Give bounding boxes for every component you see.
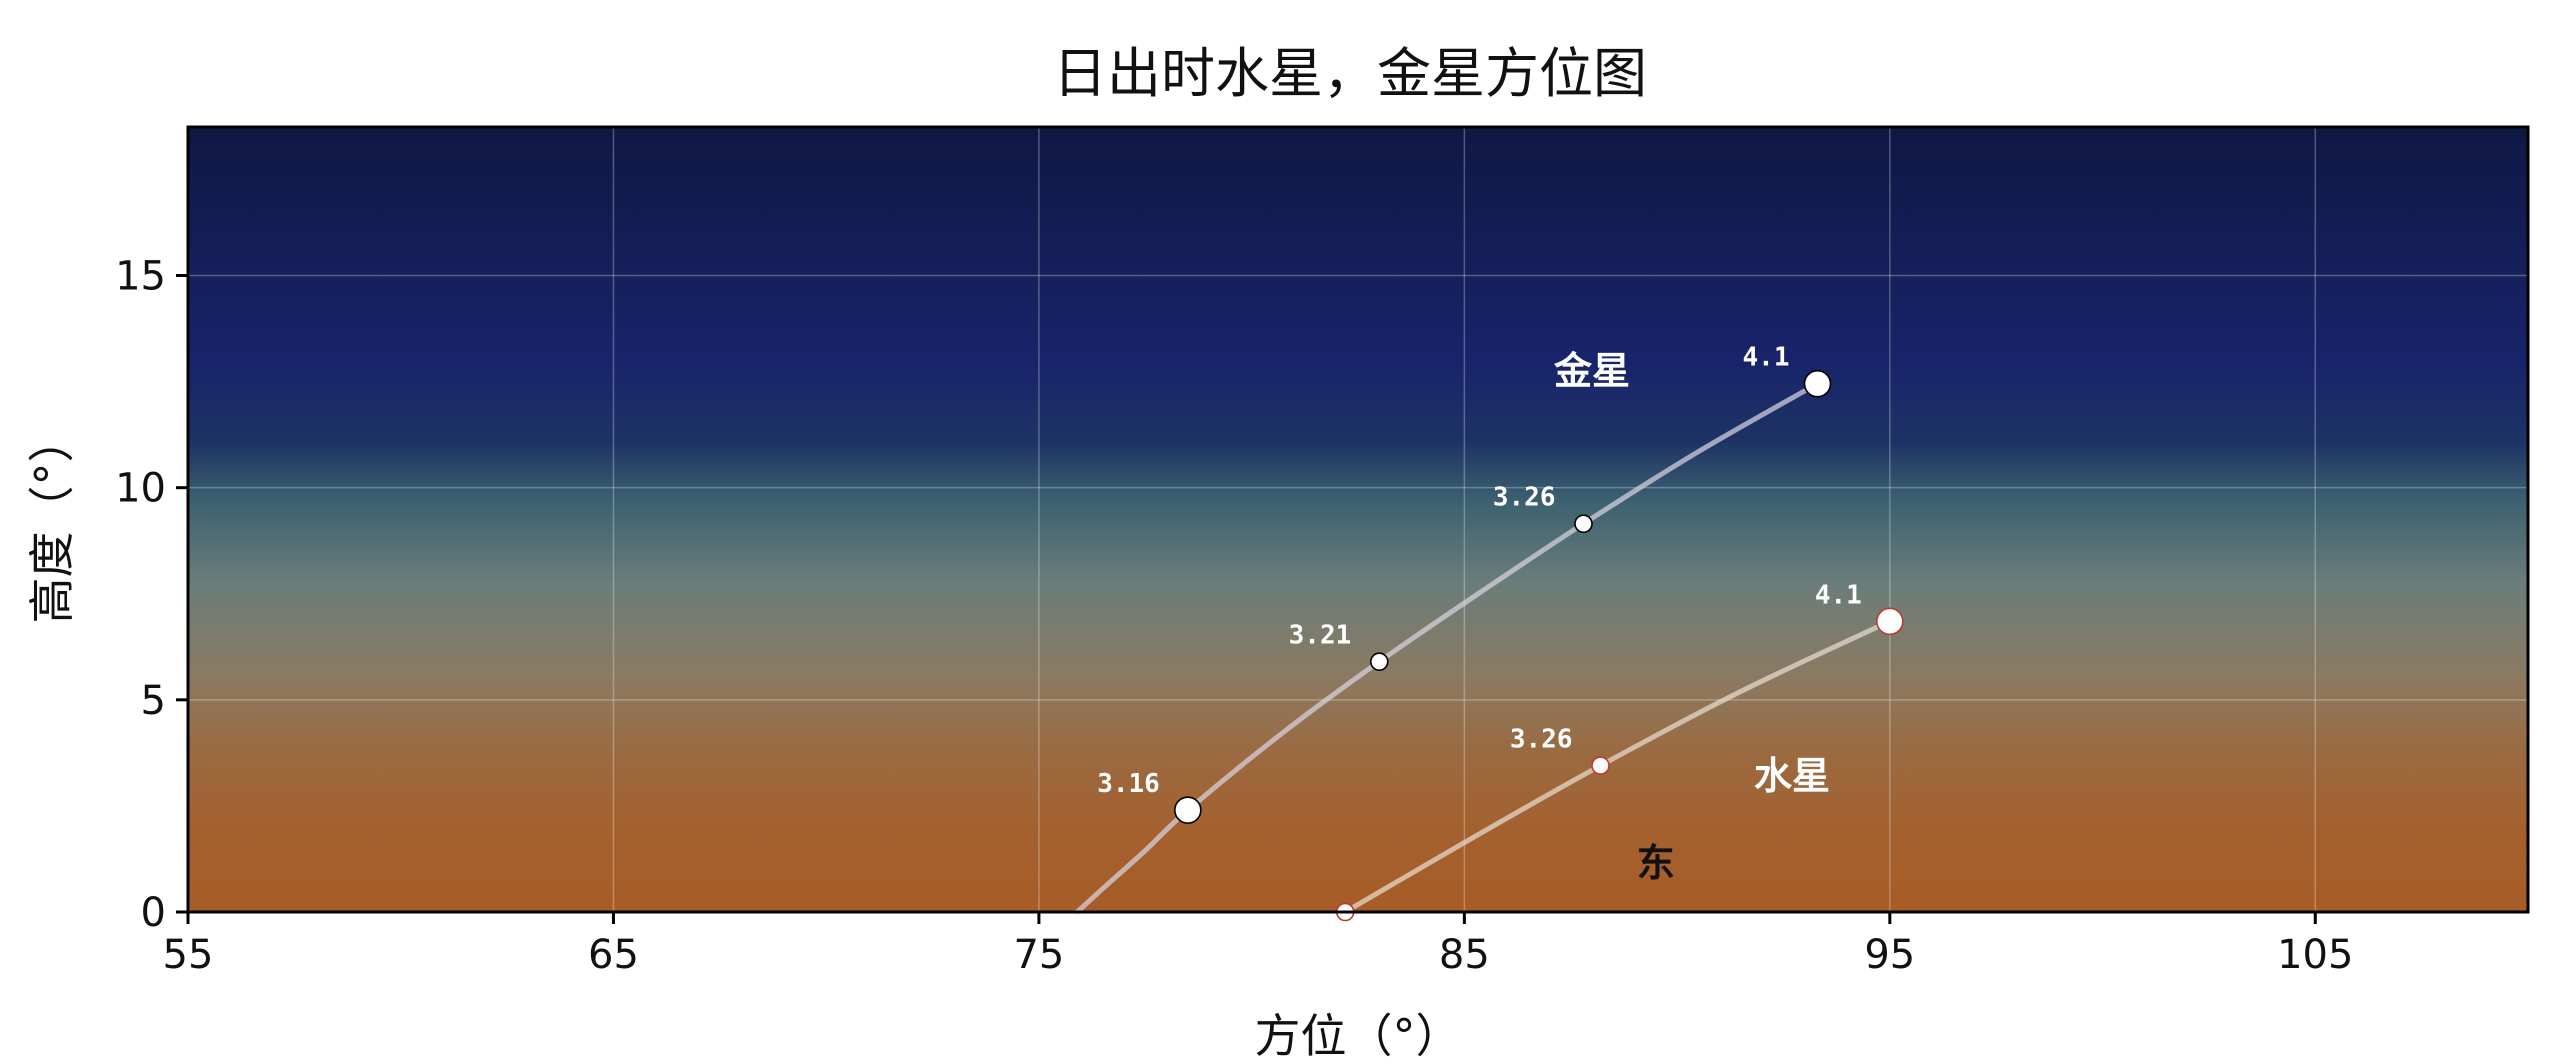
venus-date-label: 3.16 [1097,769,1160,799]
mercury-marker [1876,607,1904,636]
venus-date-label: 3.26 [1493,483,1556,513]
venus-date-label: 4.1 [1743,343,1790,373]
x-tick-label: 85 [1439,932,1490,978]
data-labels: 3.16 3.21 3.26 4.1 金星 3.26 4.1 水星东 [1097,343,1862,885]
y-tick-label: 10 [115,466,166,512]
x-tick-label: 55 [163,932,214,978]
mercury-marker [1591,756,1610,775]
venus-marker [1803,369,1832,398]
x-tick-label: 95 [1864,932,1915,978]
plot-background [188,127,2528,912]
y-tick-label: 0 [141,890,166,936]
plot-frame [186,125,2530,914]
mercury-name-label: 水星 [1754,753,1830,798]
x-axis-label: 方位（°） [1255,1009,1462,1063]
y-axis-label: 高度（°） [25,417,79,624]
venus-marker [1174,796,1202,824]
venus-marker [1574,514,1593,534]
y-tick-label: 5 [141,678,166,724]
direction-label: 东 [1637,840,1675,885]
venus-marker [1369,652,1389,671]
x-tick-label: 105 [2277,932,2353,978]
x-tick-label: 65 [588,932,639,978]
x-tick-label: 75 [1013,932,1064,978]
axis-ticks: 55 65 75 85 95 105 0 5 10 15 [115,254,2353,978]
venus-date-label: 3.21 [1289,621,1352,651]
mercury-date-label: 4.1 [1815,580,1862,610]
y-tick-label: 15 [115,254,166,300]
mercury-date-label: 3.26 [1510,725,1573,755]
venus-name-label: 金星 [1553,348,1630,393]
chart-title: 日出时水星，金星方位图 [1053,42,1647,105]
data-markers [1174,369,1904,922]
